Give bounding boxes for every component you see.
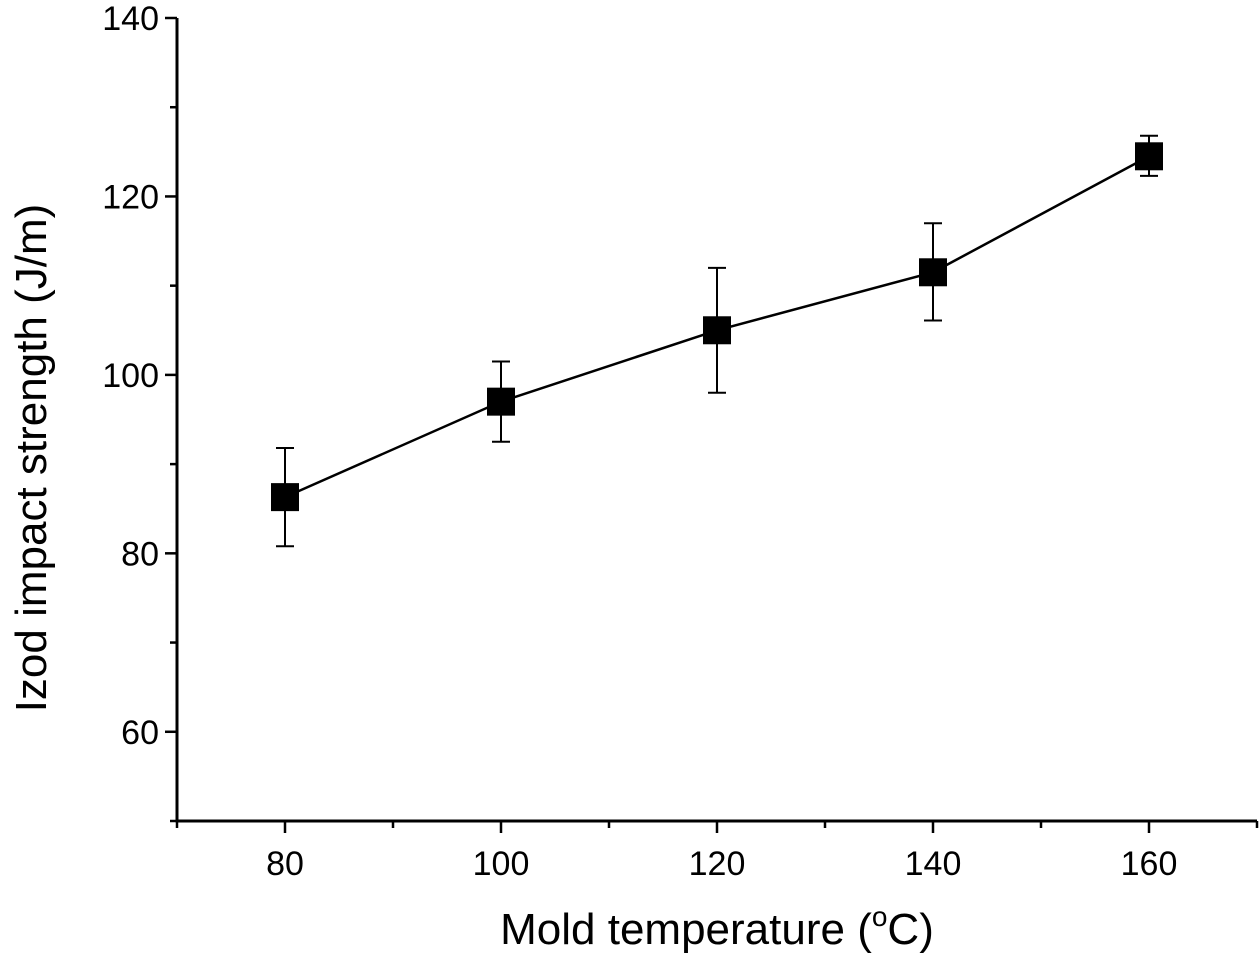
x-tick-label: 80 bbox=[266, 845, 304, 883]
tick-labels: 60 80 100 120 140 80 100 120 140 160 bbox=[102, 0, 1177, 883]
y-tick-label: 140 bbox=[102, 0, 159, 38]
data-point-marker bbox=[1135, 142, 1163, 171]
y-tick-label: 100 bbox=[102, 357, 159, 395]
x-tick-label: 100 bbox=[473, 845, 530, 883]
data-series bbox=[271, 134, 1163, 548]
x-tick-label: 120 bbox=[689, 845, 746, 883]
x-tick-label: 160 bbox=[1121, 845, 1178, 883]
axes bbox=[175, 18, 1257, 823]
data-point-marker bbox=[271, 483, 299, 512]
x-axis-title: Mold temperature (oC) bbox=[500, 901, 934, 954]
y-tick-label: 60 bbox=[121, 714, 159, 752]
y-tick-label: 120 bbox=[102, 178, 159, 216]
x-tick-label: 140 bbox=[905, 845, 962, 883]
y-tick-label: 80 bbox=[121, 535, 159, 573]
data-point-marker bbox=[703, 316, 731, 345]
data-point-marker bbox=[919, 258, 947, 287]
axis-ticks bbox=[165, 16, 1259, 833]
data-point-marker bbox=[487, 387, 515, 416]
y-axis-title: Izod impact strength (J/m) bbox=[7, 204, 56, 713]
